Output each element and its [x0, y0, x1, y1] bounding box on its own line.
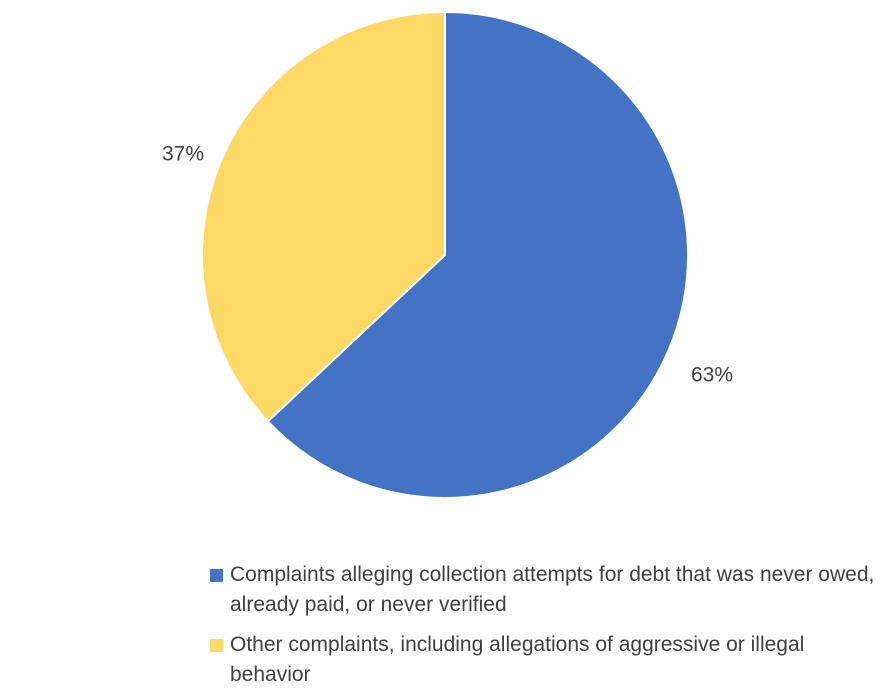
legend-swatch-never-owed [210, 569, 223, 582]
chart-legend: Complaints alleging collection attempts … [206, 560, 886, 700]
data-label-1: 37% [162, 143, 204, 166]
pie-chart: 63% 37% [162, 10, 733, 499]
pie-slice-1 [201, 10, 446, 423]
legend-label-never-owed: Complaints alleging collection attempts … [230, 563, 875, 616]
legend-swatch-other [210, 639, 223, 652]
legend-item-other: Other complaints, including allegations … [206, 630, 886, 690]
legend-item-never-owed: Complaints alleging collection attempts … [206, 560, 886, 620]
pie-slice-0 [266, 10, 689, 499]
legend-label-other: Other complaints, including allegations … [230, 633, 805, 686]
data-label-0: 63% [691, 364, 733, 387]
